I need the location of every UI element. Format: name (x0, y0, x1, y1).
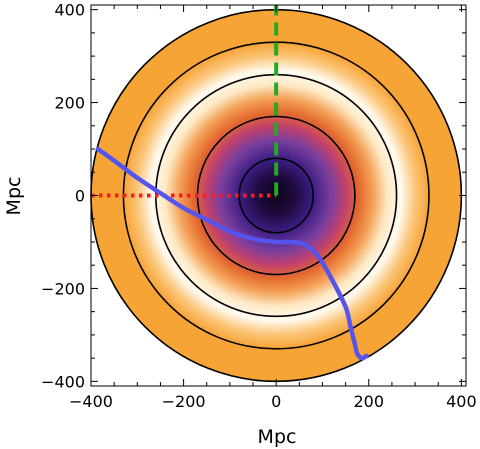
y-tick-label: −400 (41, 372, 85, 391)
y-axis-title: Mpc (3, 177, 25, 216)
x-tick-label: −400 (69, 392, 113, 411)
x-tick-label: 0 (271, 392, 281, 411)
x-axis-title: Mpc (258, 426, 297, 448)
y-tick-label: 200 (54, 94, 85, 113)
y-tick-label: 400 (54, 1, 85, 20)
contour-ring-1 (238, 157, 315, 234)
x-tick-label: 400 (446, 392, 477, 411)
x-tick-label: 200 (354, 392, 385, 411)
y-tick-label: 0 (75, 187, 85, 206)
x-tick-label: −200 (162, 392, 206, 411)
series-line-3-solid (95, 146, 369, 361)
y-tick-label: −200 (41, 279, 85, 298)
plot-frame (90, 4, 467, 387)
